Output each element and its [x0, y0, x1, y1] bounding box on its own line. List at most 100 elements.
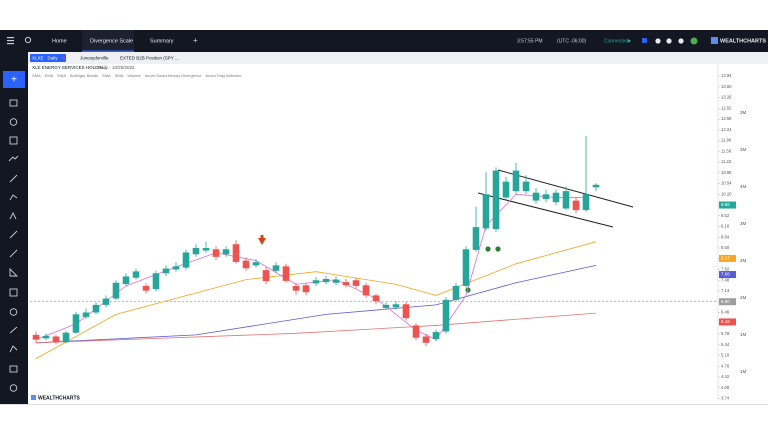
- candle-body: [552, 192, 560, 203]
- toolbar-add-icon[interactable]: +: [11, 75, 17, 86]
- candle-body: [482, 194, 490, 229]
- candle-body: [592, 184, 600, 188]
- nav-bar: [0, 30, 768, 52]
- candle-body: [542, 194, 550, 200]
- tab-label[interactable]: XLXE · Daily: [32, 55, 58, 60]
- nav-home[interactable]: Home: [52, 38, 67, 44]
- candle-body: [32, 334, 40, 340]
- candle-body: [322, 278, 330, 283]
- candle-body: [242, 260, 250, 269]
- toolbar-add[interactable]: [3, 71, 25, 88]
- y-tick-label: 4.42: [721, 374, 730, 379]
- candle-body: [72, 314, 80, 333]
- chart-title: XLE ENERGY SERVICES HOLDIN...: [32, 65, 107, 70]
- candle-body: [42, 335, 50, 339]
- avatar[interactable]: [690, 37, 698, 45]
- candle-body: [472, 227, 480, 250]
- timezone: (UTC -06:00): [557, 38, 587, 44]
- candle-body: [82, 312, 90, 317]
- y-tick-label: 8.84: [721, 234, 730, 239]
- candle-body: [502, 181, 510, 198]
- toolbar: [0, 52, 28, 404]
- y-tick-label: 6.46: [721, 310, 730, 315]
- indicator-label: Acorn Flag Indicator: [205, 73, 241, 78]
- indicator-label: Volume: [127, 73, 141, 78]
- nav-active-underline: [82, 50, 134, 52]
- candle-body: [562, 191, 570, 209]
- alert-icon[interactable]: [655, 38, 661, 44]
- indicator-list: SMA EMA EMA Bollinger Bands SMA SMA Volume Acor…: [32, 73, 242, 78]
- y-tick-label: 11.90: [721, 138, 732, 143]
- volume-axis-label: 3M: [740, 147, 747, 152]
- indicator-label: SMA: [32, 73, 41, 78]
- chart-subtitle: Daily · 10/25/2022: [98, 65, 135, 70]
- tab-close[interactable]: ×: [62, 56, 65, 62]
- y-tick-label: 5.10: [721, 353, 730, 358]
- y-tick-label: 5.44: [721, 342, 730, 347]
- candle-body: [422, 336, 430, 343]
- price-badge-label: 8.17: [721, 256, 730, 261]
- candle-body: [272, 265, 280, 271]
- indicator-label: EMA: [57, 73, 66, 78]
- toolbar-icons[interactable]: [8, 99, 19, 392]
- candle-body: [192, 248, 200, 255]
- indicator-label: Bollinger Bands: [70, 73, 98, 78]
- volume-axis-label: 2M: [740, 295, 747, 300]
- candle-body: [392, 304, 400, 308]
- y-tick-label: 13.60: [721, 84, 732, 89]
- volume-axis-label: 1M: [740, 332, 747, 337]
- y-tick-label: 3.74: [721, 396, 730, 401]
- menu-icon[interactable]: [7, 37, 14, 45]
- y-tick-label: 7.82: [721, 267, 730, 272]
- settings-icon[interactable]: [666, 38, 672, 44]
- tab-label[interactable]: Jonesydorville: [80, 55, 109, 60]
- search-icon[interactable]: [24, 36, 32, 44]
- candle-body: [102, 298, 110, 305]
- candle-body: [212, 249, 220, 257]
- candle-body: [372, 295, 380, 302]
- y-tick-label: 4.76: [721, 363, 730, 368]
- y-tick-label: 4.08: [721, 385, 730, 390]
- y-tick-label: 13.26: [721, 95, 732, 100]
- y-tick-label: 9.18: [721, 224, 730, 229]
- y-tick-label: 10.54: [721, 181, 732, 186]
- candle-body: [532, 192, 540, 201]
- add-tab[interactable]: +: [193, 36, 198, 45]
- candle-body: [342, 282, 350, 286]
- nav-divergence[interactable]: Divergence Scale: [90, 38, 133, 44]
- candle-body: [352, 280, 360, 286]
- save-icon[interactable]: [642, 38, 647, 43]
- y-tick-label: 10.88: [721, 170, 732, 175]
- candle-body: [232, 244, 240, 262]
- help-icon[interactable]: [678, 38, 684, 44]
- candle-body: [162, 268, 170, 274]
- nav-active-tab: [82, 30, 134, 52]
- footer-border: [0, 404, 768, 405]
- candle-body: [182, 252, 190, 268]
- candle-body: [402, 304, 410, 319]
- candle-body: [152, 273, 160, 290]
- sell-signal: [258, 235, 266, 245]
- candle-body: [572, 200, 580, 211]
- nav-summary[interactable]: Summary: [150, 38, 174, 44]
- tab-label[interactable]: EXTED B2B Position (SPY ...: [120, 55, 179, 60]
- tab-row: [28, 52, 768, 64]
- indicator-label: SMA: [102, 73, 111, 78]
- footer-logo-mark: [31, 395, 36, 400]
- y-tick-label: 5.78: [721, 331, 730, 336]
- buy-signal: [485, 246, 491, 252]
- candle-body: [332, 279, 340, 283]
- y-tick-label: 7.14: [721, 288, 730, 293]
- logo-mark: [711, 37, 718, 44]
- tab-active[interactable]: [30, 54, 66, 62]
- indicator-label: Acorn Smart Money Divergence: [145, 73, 202, 78]
- moving-average: [35, 312, 597, 344]
- candle-body: [522, 181, 530, 192]
- volume-axis-label: 3M: [740, 221, 747, 226]
- candle-body: [312, 280, 320, 284]
- candle-body: [292, 285, 300, 291]
- candle-body: [52, 336, 60, 343]
- y-tick-label: 11.22: [721, 159, 732, 164]
- indicator-label: EMA: [45, 73, 54, 78]
- candle-body: [262, 270, 270, 282]
